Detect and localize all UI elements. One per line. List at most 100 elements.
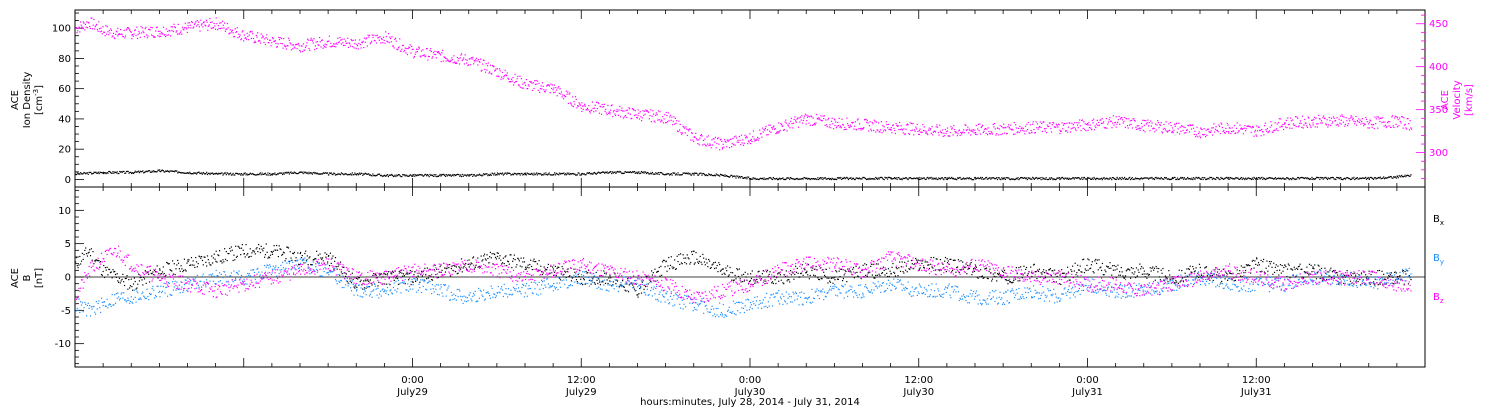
velocity-series-point — [631, 117, 633, 119]
density-series-point — [707, 174, 709, 177]
bx-series-point — [327, 261, 329, 263]
density-series-point — [882, 178, 884, 180]
velocity-series-point — [1297, 126, 1299, 128]
velocity-series-point — [1282, 124, 1284, 126]
velocity-series-point — [1143, 119, 1145, 122]
density-series-point — [368, 174, 371, 176]
y-right-label-line: Velocity — [1452, 80, 1463, 119]
velocity-series-point — [329, 45, 331, 48]
velocity-series-point — [1186, 129, 1188, 131]
bx-series-point — [256, 247, 258, 249]
density-series-point — [560, 172, 562, 175]
density-series-point — [227, 172, 229, 175]
velocity-series-point — [508, 81, 511, 83]
density-series-point — [253, 173, 255, 176]
bx-series-point — [326, 253, 328, 255]
density-series-point — [357, 174, 360, 176]
bx-series-point — [804, 269, 806, 271]
bx-series-point — [142, 284, 144, 286]
density-series-point — [772, 176, 774, 179]
density-series-point — [951, 178, 954, 180]
velocity-series-point — [1367, 127, 1369, 129]
density-series-point — [1202, 178, 1204, 181]
velocity-series-point — [759, 133, 762, 135]
velocity-series-point — [1047, 125, 1049, 128]
density-series-point — [517, 173, 520, 175]
velocity-series-point — [419, 55, 421, 57]
velocity-series-point — [1383, 125, 1385, 127]
y-label-line: B — [22, 274, 33, 281]
velocity-series-point — [703, 143, 705, 145]
velocity-series-point — [337, 42, 340, 44]
density-series-point — [436, 176, 438, 178]
velocity-series-point — [595, 110, 597, 112]
density-series-point — [876, 177, 878, 179]
density-series-point — [676, 174, 678, 176]
velocity-series-point — [1036, 123, 1039, 125]
velocity-series-point — [735, 137, 738, 139]
velocity-series-point — [1203, 128, 1205, 130]
bx-series-point — [889, 270, 891, 272]
velocity-series-point — [247, 39, 250, 41]
velocity-series-point — [913, 129, 916, 131]
velocity-series-point — [826, 126, 828, 128]
velocity-series-point — [170, 26, 172, 28]
bx-series-point — [757, 271, 759, 273]
velocity-series-point — [184, 22, 186, 24]
density-series-point — [627, 171, 630, 173]
bx-series-point — [806, 270, 808, 272]
density-series-point — [1165, 177, 1167, 179]
density-series-point — [826, 178, 828, 180]
bx-series-point — [836, 278, 839, 280]
velocity-series-point — [515, 80, 518, 83]
bx-series-point — [277, 255, 279, 258]
velocity-series-point — [1233, 125, 1235, 127]
density-series-point — [1146, 177, 1148, 179]
velocity-series-point — [927, 133, 929, 136]
velocity-series-point — [489, 71, 491, 73]
bx-series-point — [910, 259, 913, 262]
velocity-series-point — [368, 34, 371, 36]
density-series-point — [1299, 177, 1301, 179]
velocity-series-point — [191, 21, 193, 24]
density-series-point — [967, 178, 970, 180]
velocity-series-point — [892, 124, 894, 126]
density-series-point — [760, 178, 763, 180]
velocity-series-point — [1143, 129, 1145, 131]
bx-series-point — [82, 258, 84, 261]
velocity-series-point — [1390, 126, 1392, 128]
bx-series-point — [518, 260, 521, 262]
velocity-series-point — [202, 26, 204, 28]
bx-series-point — [957, 259, 960, 261]
bx-series-point — [887, 268, 890, 270]
density-series-point — [448, 174, 450, 176]
density-series-point — [839, 177, 841, 180]
velocity-series-point — [432, 56, 434, 58]
velocity-series-point — [267, 42, 269, 44]
bx-series-point — [993, 275, 995, 278]
density-series-point — [860, 178, 862, 180]
density-series-point — [155, 171, 157, 173]
density-series-point — [1247, 177, 1249, 179]
density-series-point — [1203, 177, 1205, 179]
velocity-series-point — [752, 136, 754, 138]
velocity-series-point — [345, 42, 347, 45]
density-series-point — [637, 171, 639, 173]
bx-series-point — [693, 263, 695, 265]
velocity-series-point — [671, 124, 674, 126]
velocity-series-point — [503, 75, 506, 77]
velocity-series-point — [633, 114, 636, 117]
density-series-point — [1323, 177, 1325, 179]
density-series-point — [380, 174, 382, 176]
density-series-point — [409, 174, 411, 176]
bx-series-point — [953, 259, 955, 261]
bx-series-point — [489, 251, 492, 254]
density-series-point — [661, 172, 663, 174]
velocity-series-point — [463, 57, 465, 59]
density-series-point — [598, 171, 600, 173]
density-series-point — [954, 178, 956, 180]
velocity-series-point — [1166, 131, 1169, 133]
velocity-series-point — [886, 123, 888, 126]
density-series-point — [156, 171, 158, 173]
velocity-series-point — [652, 110, 654, 112]
